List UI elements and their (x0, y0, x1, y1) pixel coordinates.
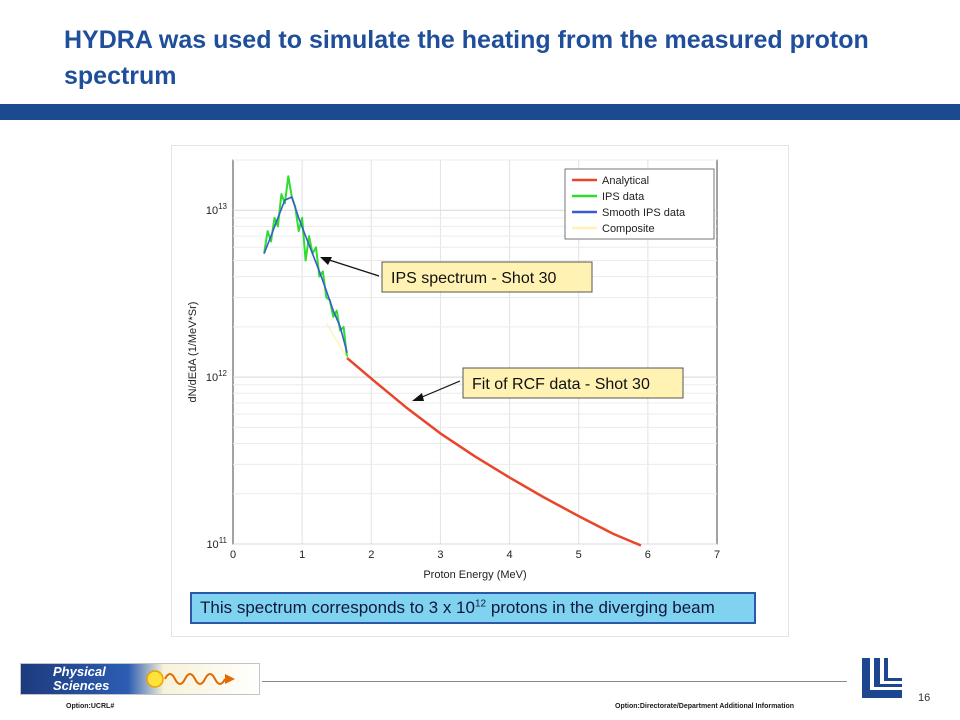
x-tick-label: 5 (576, 549, 582, 561)
annotation-ips-text: IPS spectrum - Shot 30 (391, 270, 557, 287)
tick-layer: 0 1 2 3 4 5 6 7 1011 1012 1013 (206, 202, 720, 561)
legend-label-ips: IPS data (602, 191, 645, 203)
series-line-analytical (346, 357, 642, 547)
legend-label-smooth: Smooth IPS data (602, 207, 686, 219)
series-line-composite (325, 322, 348, 359)
y-tick-label: 1013 (206, 202, 228, 217)
x-tick-label: 3 (437, 549, 443, 561)
caption-box: This spectrum corresponds to 3 x 1012 pr… (190, 592, 756, 624)
logo-line-2: Sciences (53, 678, 110, 693)
annotation-rcf-arrowhead (412, 393, 424, 401)
x-tick-label: 0 (230, 549, 236, 561)
physical-sciences-logo: Physical Sciences (20, 663, 260, 695)
x-tick-label: 6 (645, 549, 651, 561)
annotation-ips-arrowhead (320, 257, 332, 265)
annotation-rcf-text: Fit of RCF data - Shot 30 (472, 376, 650, 393)
caption-text: This spectrum corresponds to 3 x 1012 pr… (200, 598, 715, 618)
caption-prefix: This spectrum corresponds to 3 x 10 (200, 598, 475, 617)
annotation-rcf-box (462, 367, 684, 399)
wave-icon (146, 670, 235, 688)
legend-label-analytical: Analytical (602, 175, 649, 187)
x-tick-label: 4 (507, 549, 513, 561)
annotation-ips-box (381, 261, 593, 293)
page-number: 16 (918, 692, 931, 704)
x-axis-label: Proton Energy (MeV) (423, 569, 526, 581)
caption-exponent: 12 (474, 598, 487, 610)
legend-label-composite: Composite (602, 223, 655, 235)
annotation-ips: IPS spectrum - Shot 30 (320, 257, 593, 293)
series-layer (263, 175, 642, 547)
x-tick-label: 7 (714, 549, 720, 561)
slide-title: HYDRA was used to simulate the heating f… (64, 26, 869, 90)
plot-panel: 0 1 2 3 4 5 6 7 1011 1012 1013 Proton Energy (MeV)… (171, 145, 789, 637)
footer-directorate: Option:Directorate/Department Additional… (615, 703, 795, 710)
logo-text: Physical Sciences (53, 665, 109, 693)
caption-suffix: protons in the diverging beam (486, 598, 715, 617)
series-line-ips-data (263, 175, 349, 359)
footer-ucrl: Option:UCRL# (66, 703, 115, 710)
legend: Analytical IPS data Smooth IPS data Comp… (564, 168, 715, 240)
series-line-smooth-ips-data (263, 196, 348, 353)
y-tick-label: 1011 (206, 536, 227, 551)
y-tick-label: 1012 (206, 369, 228, 384)
x-tick-label: 1 (299, 549, 305, 561)
y-axis-label: dN/dEdA (1/MeV*Sr) (187, 302, 199, 403)
footer-divider (262, 681, 847, 682)
annotation-ips-arrow (322, 257, 380, 277)
annotation-rcf: Fit of RCF data - Shot 30 (412, 367, 684, 401)
logo-line-1: Physical (53, 664, 106, 679)
title-bar (0, 104, 960, 120)
llnl-logo-icon (862, 658, 902, 698)
proton-spectrum-chart: 0 1 2 3 4 5 6 7 1011 1012 1013 Proton Energy (MeV)… (187, 159, 720, 581)
x-tick-label: 2 (368, 549, 374, 561)
